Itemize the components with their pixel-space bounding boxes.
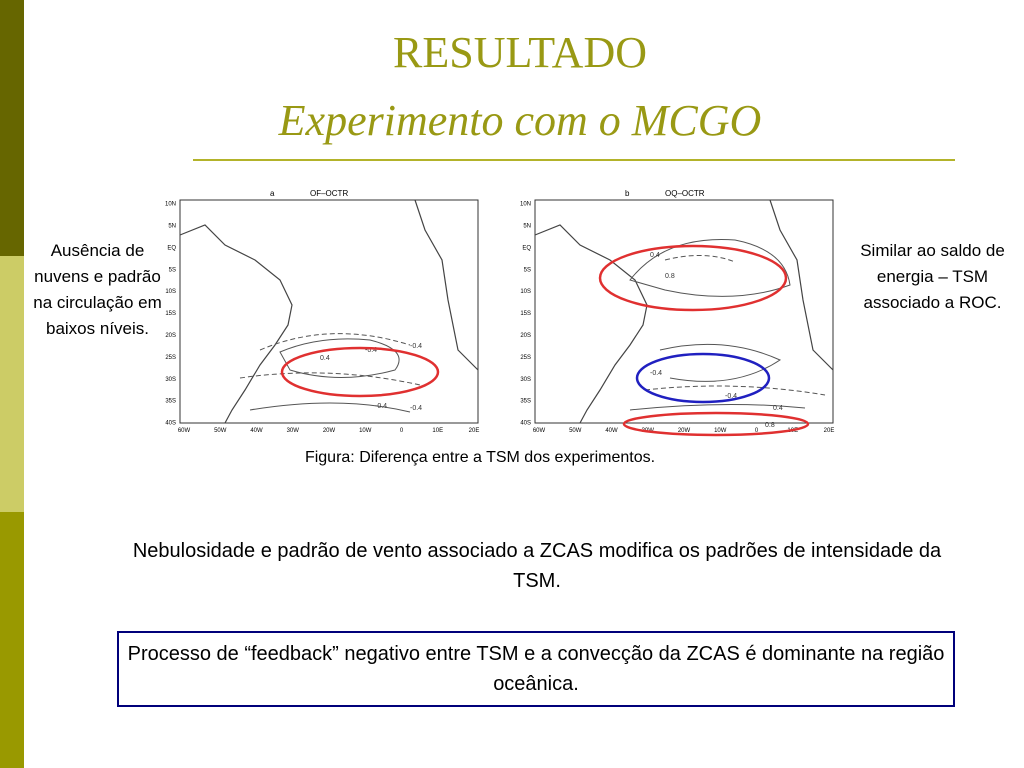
contour-label: -0.4 bbox=[375, 403, 387, 410]
lon-label: 10E bbox=[432, 428, 443, 434]
contour-line bbox=[249, 402, 411, 413]
contour-label: 0.4 bbox=[773, 405, 783, 412]
contour-label: -0.4 bbox=[410, 405, 422, 412]
contour-label: -0.4 bbox=[725, 393, 737, 400]
lat-label: 5N bbox=[168, 223, 176, 229]
contour-label: 0.8 bbox=[765, 422, 775, 429]
lon-label: 0 bbox=[400, 428, 404, 434]
lon-label: 20W bbox=[323, 428, 336, 434]
lat-label: 30S bbox=[165, 377, 176, 383]
lon-label: 20W bbox=[678, 428, 691, 434]
title: RESULTADO bbox=[393, 28, 647, 77]
title-rule bbox=[193, 159, 955, 161]
lat-label: 10S bbox=[520, 289, 531, 295]
lat-label: 40S bbox=[165, 421, 176, 427]
highlight-ellipse bbox=[622, 411, 810, 437]
lat-label: 10S bbox=[165, 289, 176, 295]
lat-label: 5S bbox=[524, 267, 531, 273]
sidebar-stripe bbox=[0, 0, 24, 256]
sidebar-stripe bbox=[0, 256, 24, 512]
lat-label: 15S bbox=[165, 311, 176, 317]
lon-label: 40W bbox=[250, 428, 263, 434]
lat-label: 30S bbox=[520, 377, 531, 383]
contour-label: -0.4 bbox=[365, 347, 377, 354]
lat-label: 5N bbox=[523, 223, 531, 229]
sidebar-stripe bbox=[0, 512, 24, 768]
coastline bbox=[414, 199, 479, 371]
right-note: Similar ao saldo de energia – TSM associ… bbox=[860, 241, 1005, 312]
contour-line bbox=[629, 403, 806, 411]
boxed-text-frame: Processo de “feedback” negativo entre TS… bbox=[117, 631, 955, 707]
lon-label: 40W bbox=[605, 428, 618, 434]
lat-label: EQ bbox=[167, 245, 176, 251]
contour-label: 0.4 bbox=[320, 355, 330, 362]
caption: Figura: Diferença entre a TSM dos experi… bbox=[304, 449, 656, 466]
contour-line bbox=[259, 333, 411, 351]
coastline bbox=[179, 224, 293, 424]
highlight-ellipse bbox=[635, 352, 771, 404]
panel-title: OQ–OCTR bbox=[665, 189, 705, 198]
coastline bbox=[769, 199, 834, 371]
panel-label: a bbox=[270, 189, 275, 198]
body-text: Nebulosidade e padrão de vento associado… bbox=[132, 540, 942, 592]
contour-line bbox=[644, 385, 826, 396]
lat-label: 15S bbox=[520, 311, 531, 317]
lon-label: 50W bbox=[569, 428, 582, 434]
lon-label: 10W bbox=[714, 428, 727, 434]
lon-label: 0 bbox=[755, 428, 759, 434]
panel-label: b bbox=[625, 189, 630, 198]
contour-line bbox=[279, 338, 400, 378]
boxed-text: Processo de “feedback” negativo entre TS… bbox=[127, 643, 945, 695]
lat-label: 10N bbox=[165, 202, 176, 208]
lat-label: 25S bbox=[165, 355, 176, 361]
lat-label: 40S bbox=[520, 421, 531, 427]
left-note: Ausência de nuvens e padrão na circulaçã… bbox=[33, 241, 162, 338]
contour-line bbox=[659, 343, 782, 382]
contour-line bbox=[664, 254, 736, 263]
lat-label: 20S bbox=[520, 333, 531, 339]
lon-label: 10W bbox=[359, 428, 372, 434]
lon-label: 20E bbox=[469, 428, 480, 434]
lon-label: 60W bbox=[533, 428, 546, 434]
contour-label: 0.4 bbox=[650, 252, 660, 259]
lat-label: 35S bbox=[520, 399, 531, 405]
contour-label: -0.4 bbox=[650, 370, 662, 377]
map-figure: a OF–OCTR -0.4 0.4 -0.4 -0.4 -0.4 10N 5N EQ 5S 10S 1… bbox=[165, 189, 479, 434]
panel-title: OF–OCTR bbox=[310, 189, 348, 198]
lat-label: 25S bbox=[520, 355, 531, 361]
lat-label: 5S bbox=[169, 267, 176, 273]
lon-label: 20E bbox=[824, 428, 835, 434]
contour-line bbox=[629, 239, 791, 297]
contour-line bbox=[239, 372, 421, 386]
lon-label: 50W bbox=[214, 428, 227, 434]
lat-label: 20S bbox=[165, 333, 176, 339]
lon-label: 30W bbox=[287, 428, 300, 434]
highlight-ellipse bbox=[598, 244, 788, 312]
map-frame bbox=[534, 199, 834, 424]
figure-area: a OF–OCTR -0.4 0.4 -0.4 -0.4 -0.4 10N 5N EQ 5S 10S 1… bbox=[165, 189, 835, 437]
contour-label: 0.8 bbox=[665, 273, 675, 280]
lat-label: 10N bbox=[520, 202, 531, 208]
contour-label: -0.4 bbox=[410, 343, 422, 350]
lat-label: EQ bbox=[522, 245, 531, 251]
lat-label: 35S bbox=[165, 399, 176, 405]
coastline bbox=[534, 224, 648, 424]
lon-label: 60W bbox=[178, 428, 191, 434]
map-frame bbox=[179, 199, 479, 424]
highlight-ellipse bbox=[280, 346, 440, 398]
subtitle: Experimento com o MCGO bbox=[278, 96, 762, 145]
map-figure: b OQ–OCTR 0.4 0.8 -0.4 -0.4 0.4 0.8 10N 5N EQ 5S 10S… bbox=[520, 189, 835, 437]
